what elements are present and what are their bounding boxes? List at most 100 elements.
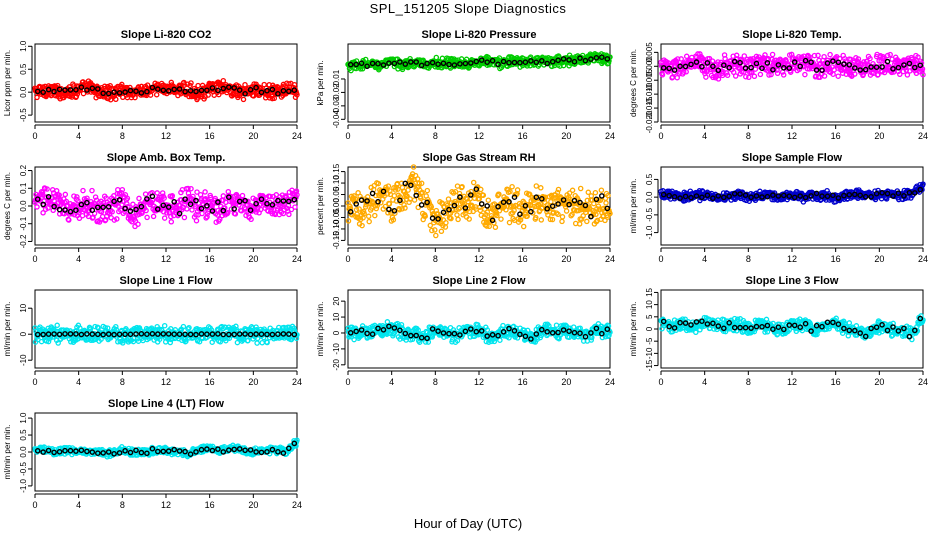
average-point bbox=[231, 85, 237, 91]
average-point bbox=[247, 86, 254, 93]
y-axis-label: kPa per min. bbox=[316, 61, 325, 106]
data-point bbox=[496, 191, 502, 197]
average-point bbox=[45, 193, 52, 200]
x-tick-label: 24 bbox=[918, 131, 928, 141]
average-point bbox=[215, 87, 221, 94]
average-point bbox=[699, 63, 705, 70]
average-point bbox=[264, 87, 270, 94]
average-point bbox=[528, 58, 534, 64]
average-point bbox=[165, 204, 172, 210]
average-point bbox=[402, 180, 409, 187]
y-tick-label: 0.0 bbox=[19, 200, 28, 212]
average-point bbox=[193, 331, 199, 338]
x-tick-label: 24 bbox=[605, 377, 615, 387]
data-point bbox=[743, 73, 749, 80]
plot-frame bbox=[660, 43, 924, 123]
y-tick-label: -0.015 bbox=[645, 96, 654, 119]
average-point bbox=[264, 200, 270, 207]
data-point bbox=[598, 187, 605, 193]
average-point bbox=[830, 58, 836, 65]
data-point bbox=[576, 221, 583, 227]
average-point bbox=[533, 59, 540, 66]
x-tick-label: 4 bbox=[76, 377, 81, 387]
y-tick-label: 0.2 bbox=[19, 164, 28, 176]
y-axis-label: degrees C per min. bbox=[3, 172, 12, 240]
data-point bbox=[253, 324, 259, 330]
data-point bbox=[416, 180, 422, 187]
data-point bbox=[45, 338, 52, 345]
chart-panel: Slope Amb. Box Temp.0 4 8 12 16 20 24-0.2-0.10… bbox=[3, 152, 302, 264]
x-tick-label: 20 bbox=[561, 254, 571, 264]
average-point bbox=[95, 331, 101, 338]
data-point bbox=[563, 208, 570, 214]
average-point bbox=[742, 192, 749, 198]
average-point bbox=[500, 199, 507, 205]
average-point bbox=[721, 194, 727, 201]
y-tick-label: 1.0 bbox=[19, 40, 28, 52]
average-point bbox=[906, 60, 913, 67]
average-point bbox=[660, 65, 667, 71]
data-point bbox=[433, 232, 439, 239]
average-point bbox=[517, 211, 523, 217]
data-point bbox=[71, 211, 78, 218]
average-point bbox=[577, 55, 583, 61]
data-point bbox=[555, 186, 562, 193]
data-point bbox=[147, 92, 154, 98]
average-point bbox=[808, 59, 814, 66]
data-point bbox=[604, 214, 611, 220]
average-point bbox=[160, 202, 167, 209]
average-point bbox=[539, 195, 545, 202]
chart-title: Slope Line 3 Flow bbox=[746, 275, 839, 287]
data-point bbox=[476, 196, 483, 202]
average-point bbox=[285, 331, 292, 337]
data-point bbox=[386, 201, 393, 207]
average-point bbox=[737, 59, 743, 66]
average-point bbox=[264, 331, 270, 338]
average-point bbox=[280, 331, 287, 337]
average-point bbox=[731, 58, 738, 65]
data-point bbox=[118, 189, 125, 196]
data-point bbox=[382, 203, 389, 210]
average-point bbox=[549, 203, 556, 209]
average-point bbox=[62, 87, 68, 93]
data-point bbox=[511, 207, 517, 214]
data-point bbox=[520, 223, 527, 230]
data-point bbox=[254, 340, 260, 346]
data-point bbox=[196, 338, 203, 345]
average-point bbox=[291, 87, 298, 93]
average-point bbox=[852, 65, 858, 71]
data-point bbox=[360, 215, 366, 221]
average-point bbox=[225, 84, 232, 90]
data-point bbox=[459, 183, 465, 190]
average-point bbox=[258, 196, 265, 202]
average-point bbox=[857, 67, 864, 73]
x-tick-label: 16 bbox=[518, 131, 528, 141]
data-point bbox=[554, 189, 561, 196]
data-point bbox=[466, 216, 472, 222]
chart-panel: Slope Gas Stream RH0 4 8 12 16 20 24-0.15-0.10… bbox=[316, 152, 615, 264]
plot-frame bbox=[660, 166, 924, 246]
average-point bbox=[89, 207, 96, 213]
average-point bbox=[176, 86, 183, 92]
data-point bbox=[584, 197, 591, 204]
data-point bbox=[168, 219, 175, 225]
data-point bbox=[405, 187, 411, 193]
data-point bbox=[62, 191, 69, 198]
average-point bbox=[857, 192, 864, 199]
x-tick-label: 8 bbox=[120, 377, 125, 387]
average-point bbox=[435, 61, 441, 67]
data-point bbox=[503, 207, 509, 213]
average-point bbox=[770, 67, 776, 73]
chart-title: Slope Li-820 CO2 bbox=[121, 29, 211, 41]
average-point bbox=[457, 61, 463, 67]
average-point bbox=[781, 65, 787, 71]
data-point bbox=[827, 51, 833, 58]
average-point bbox=[813, 67, 820, 73]
average-point bbox=[511, 194, 518, 200]
data-point bbox=[288, 206, 295, 213]
y-tick-label: -20 bbox=[332, 358, 341, 370]
average-point bbox=[160, 87, 167, 94]
average-point bbox=[770, 192, 776, 198]
